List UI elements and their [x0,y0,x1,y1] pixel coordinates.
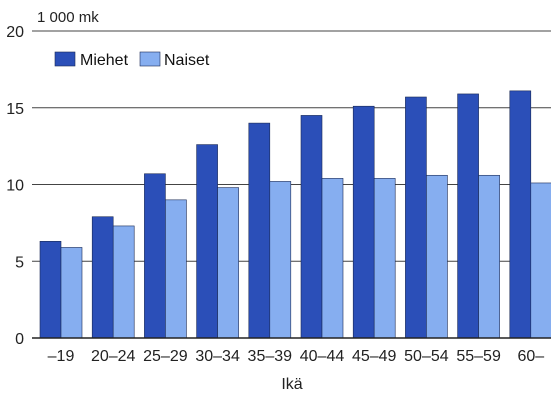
bar-naiset-5 [321,178,344,339]
x-tick-label: 50–54 [404,348,449,365]
y-tick-label: 20 [6,24,24,41]
legend-swatch-naiset [139,51,161,67]
bar-naiset-6 [373,178,396,339]
bar-miehet-9 [509,90,532,339]
x-tick-label: 45–49 [352,348,397,365]
bar-miehet-5 [300,115,323,339]
bar-naiset-4 [269,181,292,339]
x-axis-label: Ikä [281,376,302,393]
bar-miehet-3 [196,144,218,339]
bar-miehet-1 [91,216,114,339]
x-tick-label: 35–39 [248,348,293,365]
legend-label-naiset: Naiset [164,52,210,69]
x-tick-label: 20–24 [91,348,136,365]
bars [39,90,551,339]
bar-naiset-9 [530,182,551,339]
x-tick-label: –19 [48,348,75,365]
bar-naiset-2 [165,199,187,339]
x-tick-label: 30–34 [195,348,240,365]
legend-swatch-miehet [54,51,76,67]
x-tick-label: 25–29 [143,348,188,365]
bar-miehet-4 [248,122,271,339]
y-tick-label: 15 [6,101,24,118]
legend: Miehet Naiset [54,51,210,69]
x-tick-labels: –19 20–24 25–29 30–34 35–39 40–44 45–49 50–54 55… [48,348,545,365]
bar-miehet-6 [352,105,375,339]
y-tick-label: 10 [6,178,24,195]
bar-naiset-1 [112,225,135,339]
unit-label: 1 000 mk [37,9,99,26]
x-tick-label: 60– [517,348,544,365]
x-tick-label: 40–44 [300,348,345,365]
y-tick-label: 5 [15,254,24,271]
bar-naiset-0 [60,247,83,339]
bar-miehet-7 [405,96,427,339]
bar-miehet-2 [144,173,166,339]
y-tick-labels: 0 5 10 15 20 [6,24,24,348]
bar-naiset-8 [478,174,500,339]
legend-label-miehet: Miehet [80,52,129,69]
bar-naiset-7 [426,174,448,339]
x-tick-label: 55–59 [456,348,501,365]
bar-naiset-3 [217,187,239,339]
bar-miehet-0 [39,240,62,339]
y-tick-label: 0 [15,331,24,348]
bar-miehet-8 [457,93,479,339]
